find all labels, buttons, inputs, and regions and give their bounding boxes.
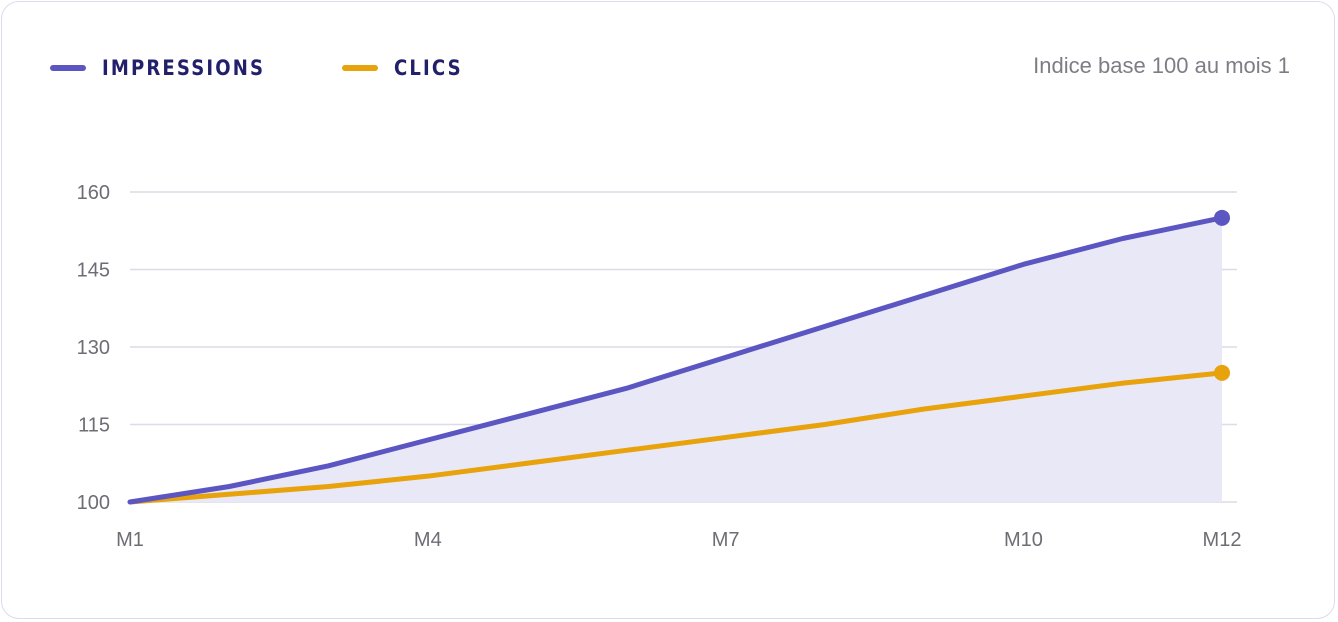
series-lines (127, 215, 1225, 505)
legend-item-clics[interactable]: CLICS (341, 56, 474, 80)
x-tick-label-M10: M10 (1004, 529, 1043, 551)
y-axis-ticks: 100 115 130 145 160 (77, 182, 110, 514)
y-tick-label-145: 145 (77, 260, 110, 282)
end-marker-clics (1214, 364, 1230, 381)
end-marker-impressions (1214, 209, 1230, 226)
legend-swatch-clics (341, 65, 378, 71)
end-markers (1214, 209, 1230, 381)
y-tick-label-160: 160 (77, 182, 110, 204)
line-clics (127, 370, 1225, 505)
y-tick-label-115: 115 (78, 415, 110, 437)
x-axis-ticks: M1 M4 M7 M10 M12 (116, 529, 1241, 551)
y-tick-label-100: 100 (77, 492, 110, 514)
legend: IMPRESSIONS CLICS (50, 56, 524, 80)
x-tick-label-M7: M7 (712, 529, 740, 551)
line-impressions (127, 215, 1225, 505)
x-tick-label-M12: M12 (1203, 529, 1242, 551)
legend-item-impressions[interactable]: IMPRESSIONS (50, 56, 292, 80)
legend-label-clics: CLICS (393, 56, 463, 80)
area-layer (130, 217, 1222, 503)
y-tick-label-130: 130 (77, 337, 110, 359)
area-impressions (130, 217, 1222, 503)
x-tick-label-M4: M4 (414, 529, 442, 551)
legend-label-impressions: IMPRESSIONS (102, 56, 266, 80)
x-tick-label-M1: M1 (116, 529, 144, 551)
legend-swatch-impressions (50, 65, 86, 71)
chart-note: Indice base 100 au mois 1 (1033, 53, 1290, 78)
